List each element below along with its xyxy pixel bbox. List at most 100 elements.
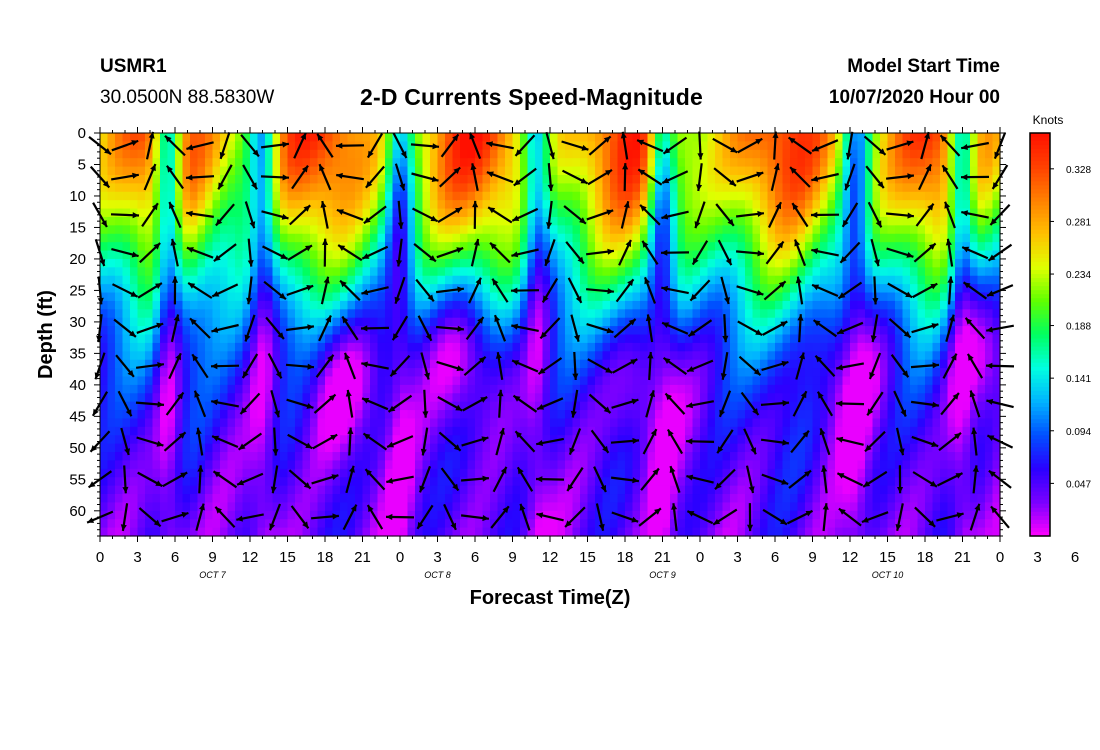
heatmap-cell — [617, 317, 626, 327]
heatmap-cell — [842, 410, 851, 420]
heatmap-cell — [145, 452, 154, 462]
heatmap-cell — [857, 485, 866, 495]
heatmap-cell — [730, 376, 739, 386]
heatmap-cell — [137, 359, 146, 369]
heatmap-cell — [257, 309, 266, 319]
heatmap-cell — [145, 300, 154, 310]
heatmap-cell — [452, 200, 461, 210]
heatmap-cell — [280, 384, 289, 394]
heatmap-cell — [100, 359, 109, 369]
heatmap-cell — [160, 477, 169, 487]
heatmap-cell — [452, 376, 461, 386]
heatmap-cell — [670, 401, 679, 411]
heatmap-cell — [857, 183, 866, 193]
heatmap-cell — [227, 384, 236, 394]
heatmap-cell — [640, 326, 649, 336]
heatmap-cell — [272, 300, 281, 310]
heatmap-cell — [550, 242, 559, 252]
heatmap-cell — [520, 284, 529, 294]
heatmap-cell — [235, 502, 244, 512]
heatmap-cell — [715, 418, 724, 428]
heatmap-cell — [272, 284, 281, 294]
heatmap-cell — [265, 326, 274, 336]
heatmap-cell — [805, 158, 814, 168]
heatmap-cell — [610, 141, 619, 151]
heatmap-cell — [865, 510, 874, 520]
heatmap-cell — [272, 502, 281, 512]
heatmap-cell — [587, 477, 596, 487]
heatmap-cell — [347, 233, 356, 243]
heatmap-cell — [632, 351, 641, 361]
heatmap-cell — [722, 225, 731, 235]
heatmap-cell — [512, 166, 521, 176]
heatmap-cell — [107, 216, 116, 226]
heatmap-cell — [430, 183, 439, 193]
heatmap-cell — [565, 317, 574, 327]
heatmap-cell — [130, 443, 139, 453]
heatmap-cell — [677, 267, 686, 277]
heatmap-cell — [370, 334, 379, 344]
heatmap-cell — [865, 133, 874, 142]
heatmap-cell — [302, 393, 311, 403]
heatmap-cell — [617, 519, 626, 529]
heatmap-cell — [647, 191, 656, 201]
heatmap-cell — [257, 326, 266, 336]
heatmap-cell — [640, 393, 649, 403]
heatmap-cell — [715, 149, 724, 159]
heatmap-cell — [700, 342, 709, 352]
heatmap-cell — [782, 376, 791, 386]
heatmap-cell — [812, 452, 821, 462]
heatmap-cell — [100, 401, 109, 411]
heatmap-cell — [677, 174, 686, 184]
heatmap-cell — [775, 309, 784, 319]
heatmap-cell — [295, 284, 304, 294]
heatmap-cell — [557, 309, 566, 319]
heatmap-cell — [287, 435, 296, 445]
heatmap-cell — [152, 233, 161, 243]
heatmap-cell — [715, 401, 724, 411]
heatmap-cell — [205, 267, 214, 277]
heatmap-cell — [265, 233, 274, 243]
heatmap-cell — [535, 342, 544, 352]
heatmap-cell — [745, 267, 754, 277]
heatmap-cell — [122, 426, 131, 436]
heatmap-cell — [385, 452, 394, 462]
heatmap-cell — [857, 468, 866, 478]
heatmap-cell — [670, 191, 679, 201]
heatmap-cell — [377, 149, 386, 159]
heatmap-cell — [130, 233, 139, 243]
heatmap-cell — [370, 149, 379, 159]
heatmap-cell — [505, 477, 514, 487]
heatmap-cell — [857, 368, 866, 378]
heatmap-cell — [565, 267, 574, 277]
heatmap-cell — [512, 494, 521, 504]
heatmap-cell — [115, 510, 124, 520]
heatmap-cell — [685, 334, 694, 344]
heatmap-cell — [662, 452, 671, 462]
heatmap-cell — [227, 435, 236, 445]
heatmap-cell — [595, 342, 604, 352]
heatmap-cell — [775, 267, 784, 277]
heatmap-cell — [422, 485, 431, 495]
heatmap-cell — [662, 158, 671, 168]
heatmap-cell — [805, 133, 814, 142]
heatmap-cell — [670, 300, 679, 310]
heatmap-cell — [602, 250, 611, 260]
heatmap-cell — [302, 326, 311, 336]
heatmap-cell — [437, 494, 446, 504]
heatmap-cell — [752, 334, 761, 344]
heatmap-cell — [235, 133, 244, 142]
heatmap-cell — [617, 158, 626, 168]
heatmap-cell — [805, 342, 814, 352]
heatmap-cell — [137, 267, 146, 277]
heatmap-cell — [212, 376, 221, 386]
heatmap-cell — [362, 191, 371, 201]
heatmap-cell — [482, 250, 491, 260]
heatmap-cell — [662, 376, 671, 386]
heatmap-cell — [595, 183, 604, 193]
heatmap-cell — [535, 376, 544, 386]
heatmap-cell — [467, 351, 476, 361]
heatmap-cell — [295, 191, 304, 201]
heatmap-cell — [850, 527, 859, 537]
heatmap-cell — [842, 200, 851, 210]
